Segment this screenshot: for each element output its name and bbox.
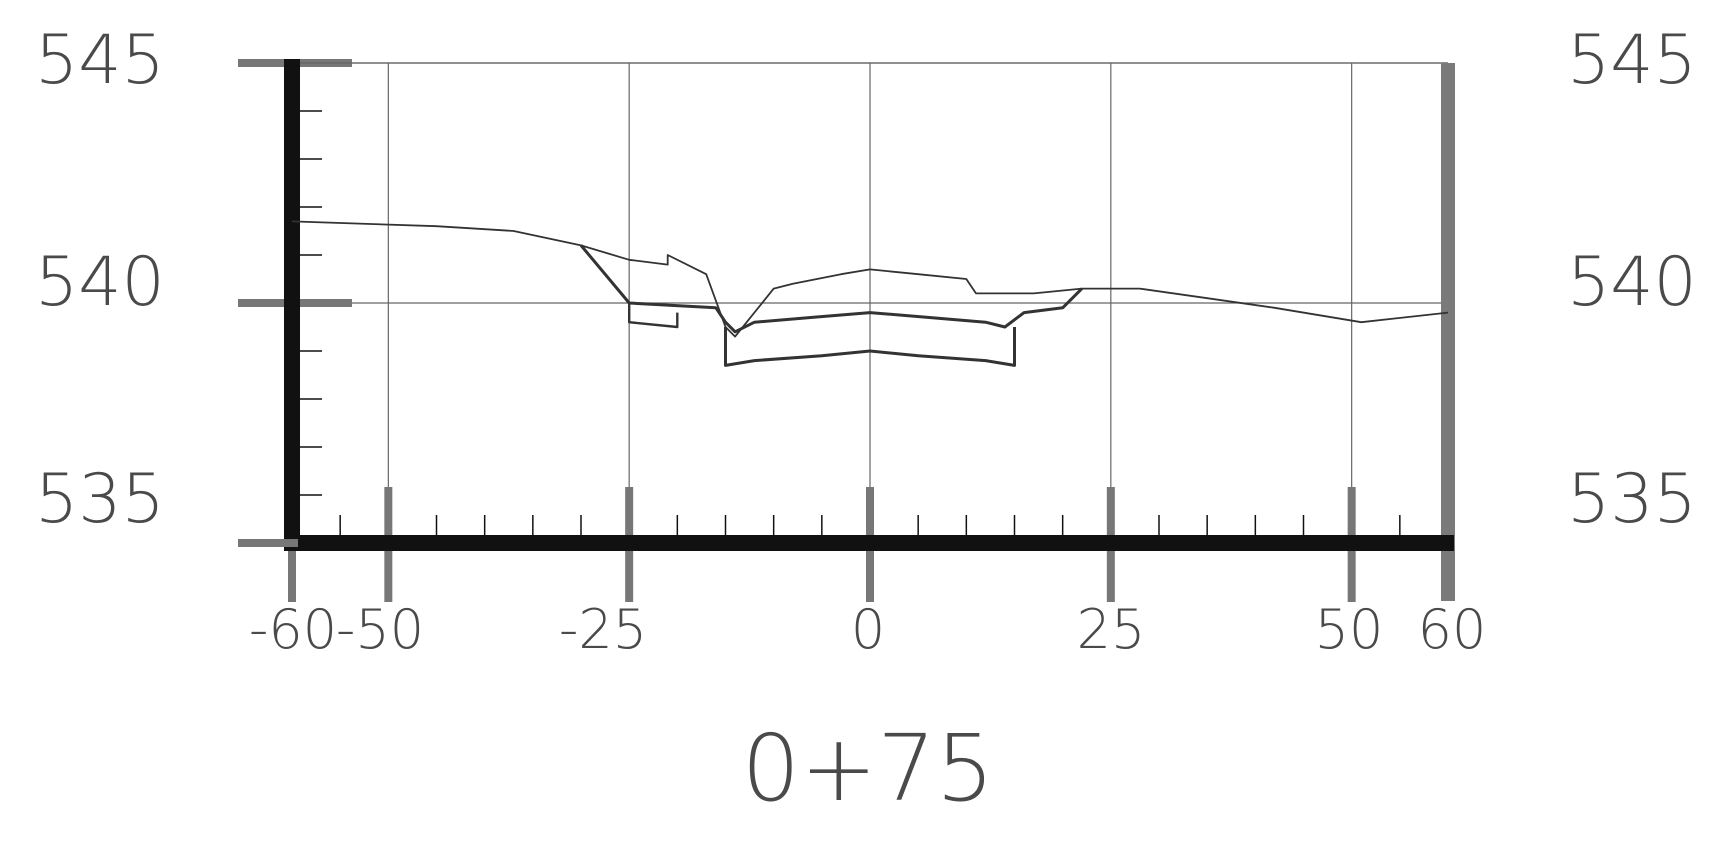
- frame-layer: [238, 59, 1455, 602]
- finished-grade-line: [579, 244, 1083, 334]
- elevation-label-535-right: 535: [1567, 460, 1697, 539]
- station-label: 0+75: [742, 715, 995, 822]
- ditch-outline: [628, 303, 679, 329]
- bottom-axis-bar: [284, 535, 1454, 551]
- offset-label-25: 25: [1077, 598, 1146, 661]
- bottom-axis-extension: [238, 539, 298, 547]
- offset-label-50: 50: [1315, 598, 1384, 661]
- offset-label-minus-60: -60: [249, 598, 337, 661]
- offset-label-0: 0: [851, 598, 885, 661]
- elevation-label-545-left: 545: [35, 21, 165, 100]
- offset-label-minus-50: -50: [336, 598, 424, 661]
- elevation-label-540-left: 540: [35, 243, 165, 322]
- grid-layer: [292, 62, 1448, 543]
- existing-ground-line: [291, 220, 1449, 338]
- profile-layer: [291, 220, 1449, 367]
- subgrade-outline: [724, 327, 1016, 367]
- elevation-label-535-left: 535: [35, 460, 165, 539]
- elevation-label-545-right: 545: [1567, 21, 1697, 100]
- right-axis-bar: [1441, 63, 1455, 601]
- left-axis-bar: [284, 59, 300, 547]
- elevation-label-540-right: 540: [1567, 243, 1697, 322]
- offset-label-minus-25: -25: [559, 598, 647, 661]
- offset-label-60: 60: [1418, 598, 1487, 661]
